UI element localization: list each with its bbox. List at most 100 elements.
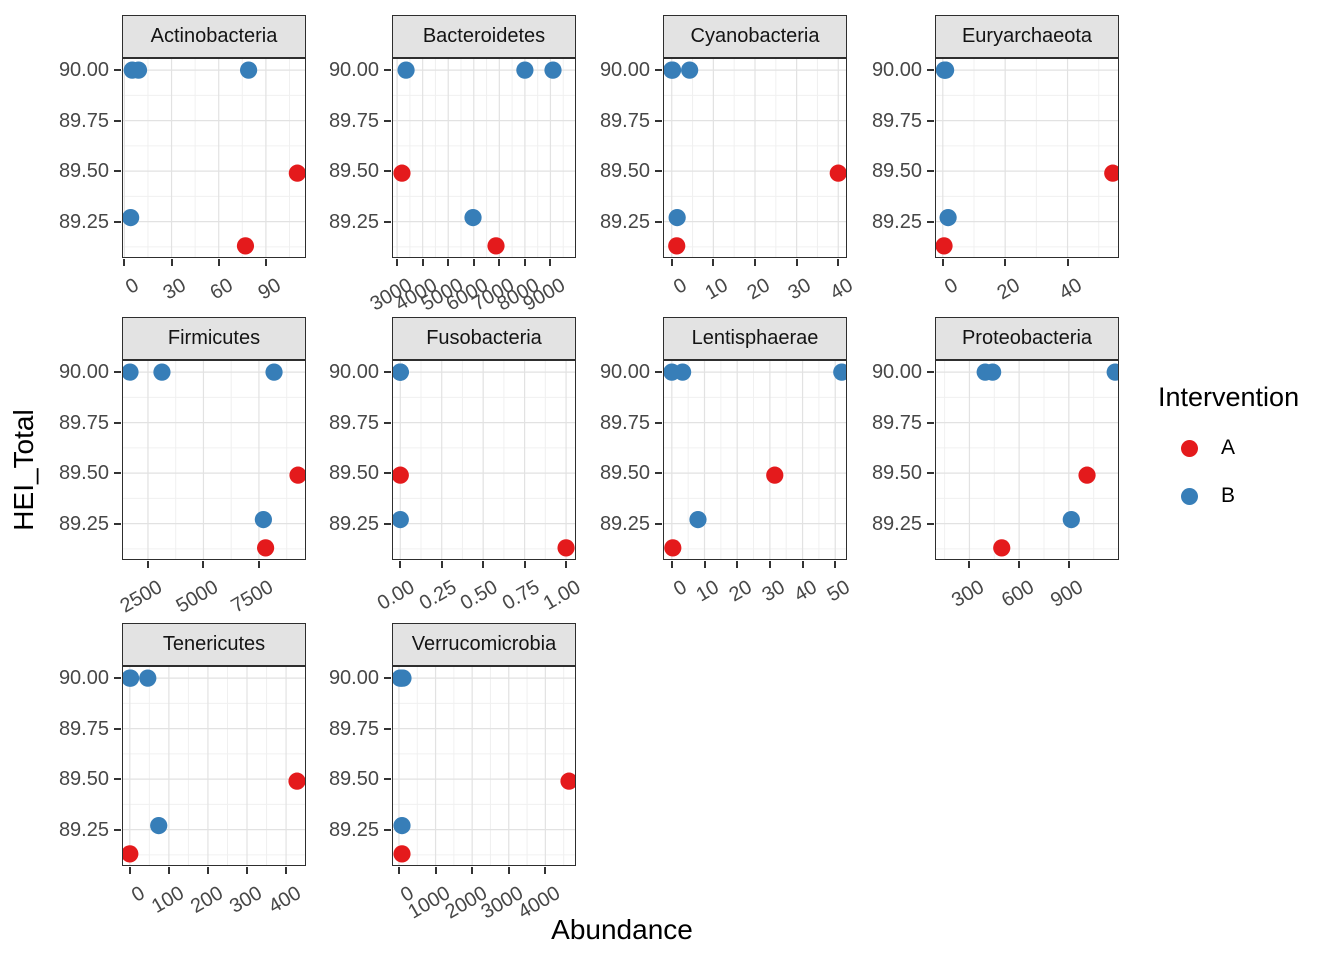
y-tick-label: 89.25 bbox=[58, 512, 109, 535]
data-point-group-b bbox=[833, 363, 847, 381]
y-tick-label: 89.75 bbox=[871, 109, 922, 132]
y-tick-label: 90.00 bbox=[58, 59, 109, 82]
data-point-group-b bbox=[129, 61, 148, 79]
facet-panel-lentisphaerae bbox=[663, 360, 847, 560]
x-tick-label: 1.00 bbox=[539, 576, 585, 615]
y-tick-label: 89.50 bbox=[328, 768, 379, 791]
y-tick-mark bbox=[384, 170, 391, 173]
x-tick-label: 30 bbox=[159, 274, 191, 305]
y-tick-mark bbox=[927, 522, 934, 525]
x-tick-mark bbox=[837, 259, 840, 266]
legend-item-b: B bbox=[1158, 479, 1340, 513]
facet-strip-fusobacteria: Fusobacteria bbox=[392, 317, 576, 360]
x-tick-mark bbox=[565, 561, 568, 568]
y-tick-label: 90.00 bbox=[58, 667, 109, 690]
data-point-group-b bbox=[1106, 363, 1119, 381]
data-point-group-b bbox=[265, 363, 283, 381]
x-tick-mark bbox=[544, 867, 547, 874]
x-tick-mark bbox=[795, 259, 798, 266]
x-tick-label: 0 bbox=[669, 274, 691, 299]
data-point-group-b bbox=[153, 363, 171, 381]
data-point-group-a bbox=[560, 772, 576, 790]
x-tick-label: 0.75 bbox=[498, 576, 544, 615]
x-tick-mark bbox=[421, 259, 424, 266]
y-tick-mark bbox=[114, 677, 121, 680]
x-tick-mark bbox=[146, 561, 149, 568]
y-tick-mark bbox=[384, 119, 391, 122]
data-point-group-b bbox=[663, 61, 682, 79]
y-tick-mark bbox=[655, 69, 662, 72]
data-point-group-a bbox=[766, 466, 784, 484]
data-point-group-b bbox=[397, 61, 415, 79]
y-tick-label: 90.00 bbox=[328, 667, 379, 690]
x-tick-mark bbox=[1066, 259, 1069, 266]
plot-area-bacteroidetes bbox=[392, 58, 576, 258]
facet-panel-proteobacteria bbox=[935, 360, 1119, 560]
data-point-group-b bbox=[674, 363, 692, 381]
data-point-group-a bbox=[935, 237, 953, 255]
data-point-group-b bbox=[668, 208, 686, 227]
data-point-group-b bbox=[939, 208, 957, 227]
x-tick-label: 600 bbox=[997, 576, 1038, 612]
data-point-group-b bbox=[393, 816, 411, 835]
x-tick-label: 60 bbox=[206, 274, 238, 305]
plot-area-proteobacteria bbox=[935, 360, 1119, 560]
x-tick-label: 400 bbox=[264, 882, 305, 918]
facet-strip-firmicutes: Firmicutes bbox=[122, 317, 306, 360]
y-tick-label: 89.75 bbox=[58, 411, 109, 434]
data-point-group-b bbox=[984, 363, 1002, 381]
y-tick-label: 90.00 bbox=[871, 59, 922, 82]
data-point-group-b bbox=[689, 510, 707, 529]
x-tick-label: 20 bbox=[743, 274, 774, 305]
data-point-group-b bbox=[392, 510, 409, 529]
x-tick-mark bbox=[801, 561, 804, 568]
x-tick-mark bbox=[754, 259, 756, 266]
x-tick-mark bbox=[1018, 561, 1021, 568]
y-tick-mark bbox=[384, 828, 391, 831]
y-tick-label: 89.75 bbox=[58, 109, 109, 132]
data-point-group-b bbox=[1062, 510, 1080, 529]
y-tick-label: 89.25 bbox=[599, 512, 650, 535]
y-tick-mark bbox=[114, 421, 121, 424]
x-tick-label: 20 bbox=[993, 274, 1024, 305]
y-tick-mark bbox=[927, 472, 934, 475]
y-tick-label: 89.50 bbox=[871, 462, 922, 485]
facet-panel-euryarchaeota bbox=[935, 58, 1119, 258]
data-point-group-b bbox=[239, 61, 258, 79]
facet-strip-euryarchaeota: Euryarchaeota bbox=[935, 15, 1119, 58]
data-point-group-a bbox=[393, 845, 411, 863]
y-tick-label: 90.00 bbox=[599, 59, 650, 82]
facet-panel-actinobacteria bbox=[122, 58, 306, 258]
plot-area-firmicutes bbox=[122, 360, 306, 560]
x-tick-mark bbox=[482, 561, 485, 568]
x-tick-label: 10 bbox=[692, 576, 724, 607]
x-tick-label: 40 bbox=[826, 274, 857, 305]
facet-panel-verrucomicrobia bbox=[392, 666, 576, 866]
data-point-group-b bbox=[122, 208, 140, 227]
x-tick-label: 40 bbox=[1055, 274, 1087, 305]
x-tick-label: 0 bbox=[127, 882, 149, 907]
facet-strip-proteobacteria: Proteobacteria bbox=[935, 317, 1119, 360]
data-point-group-a bbox=[668, 237, 686, 255]
x-tick-mark bbox=[549, 259, 552, 266]
plot-area-fusobacteria bbox=[392, 360, 576, 560]
x-tick-label: 900 bbox=[1047, 576, 1088, 612]
x-tick-mark bbox=[128, 867, 131, 874]
y-tick-label: 90.00 bbox=[328, 361, 379, 384]
y-tick-label: 90.00 bbox=[58, 361, 109, 384]
data-point-group-b bbox=[122, 669, 140, 687]
x-tick-mark bbox=[768, 561, 771, 568]
plot-area-verrucomicrobia bbox=[392, 666, 576, 866]
y-tick-mark bbox=[114, 220, 121, 223]
y-axis-title: HEI_Total bbox=[8, 409, 39, 531]
x-tick-label: 0.25 bbox=[415, 576, 461, 615]
data-point-group-a bbox=[236, 237, 255, 255]
x-tick-mark bbox=[507, 867, 510, 874]
plot-area-euryarchaeota bbox=[935, 58, 1119, 258]
y-tick-label: 89.50 bbox=[599, 462, 650, 485]
x-tick-label: 0 bbox=[669, 576, 691, 601]
x-tick-label: 0 bbox=[940, 274, 962, 299]
data-point-group-a bbox=[557, 539, 575, 557]
y-tick-label: 89.75 bbox=[599, 411, 650, 434]
